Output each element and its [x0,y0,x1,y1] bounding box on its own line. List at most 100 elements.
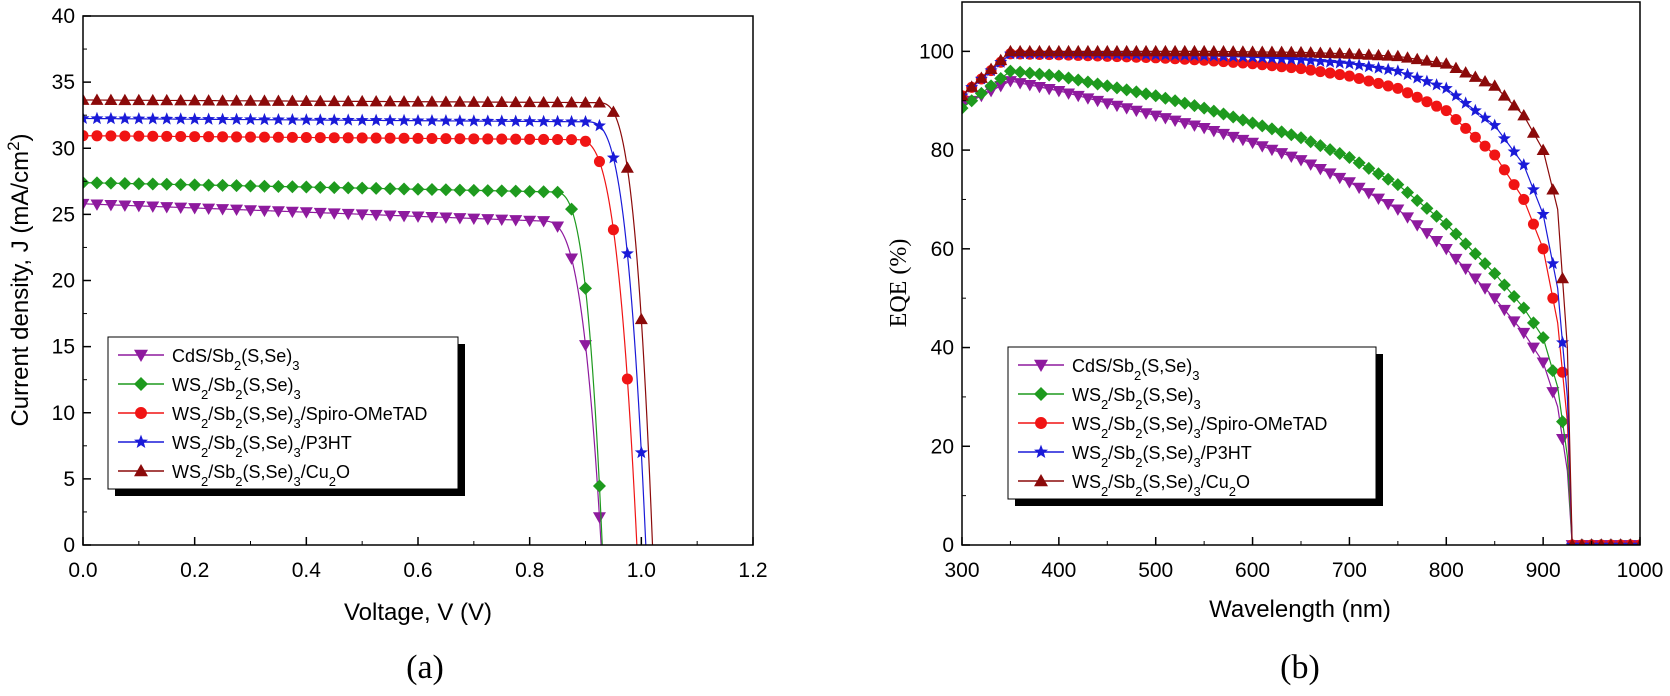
data-point-b [1294,131,1308,145]
data-point-b [1459,237,1473,251]
data-point-b [1439,57,1453,69]
data-point-b [1578,538,1586,545]
data-point-a [132,112,146,125]
data-point-b [994,81,1008,93]
data-point-a [174,112,188,125]
data-point-b [965,94,979,108]
data-point-b [1333,47,1347,59]
data-point-b [1304,159,1318,171]
data-point-b [1469,131,1481,143]
data-point-a [454,133,466,145]
data-point-b [1187,44,1201,57]
data-point-a [341,94,355,107]
data-point-b [1488,267,1502,280]
data-point-a [495,184,509,198]
data-point-b [1071,44,1085,57]
a-x-tick-label: 0.2 [180,559,209,582]
a-x-tick-label: 1.2 [738,559,767,582]
data-point-a [467,114,481,127]
data-point-b [974,86,988,100]
data-point-b [1042,68,1056,82]
data-point-a [272,131,284,143]
data-point-a [565,202,579,216]
data-point-a [579,135,592,147]
data-point-b [1110,100,1124,113]
data-point-a [174,202,188,214]
b-legend-label: WS2/Sb2(S,Se)3/Cu2O [1072,472,1250,499]
data-point-b [1459,263,1473,276]
data-point-b [1391,64,1405,77]
data-point-b [1536,357,1550,369]
data-point-b [1536,143,1550,155]
data-point-b [1304,135,1318,149]
data-point-b [1052,44,1066,57]
data-point-b [1284,52,1298,65]
data-point-a [118,111,132,125]
data-point-b [1168,44,1182,57]
chart-panel-a: CdS/Sb2(S,Se)3WS2/Sb2(S,Se)3WS2/Sb2(S,Se… [4,5,768,686]
data-point-a [566,134,578,146]
data-point-a [327,181,341,195]
b-x-tick-label: 600 [1235,559,1270,582]
b-x-tick-label: 300 [944,559,979,582]
data-point-b [1333,172,1347,185]
data-point-a [328,132,340,144]
data-point-a [83,93,90,105]
data-point-b [1459,96,1473,109]
data-point-b [1091,44,1105,57]
data-point-a [341,208,355,221]
data-point-b [1353,72,1365,85]
data-point-b [1381,49,1395,61]
data-point-b [984,62,998,75]
data-point-a [355,181,369,195]
data-point-b [1439,217,1453,231]
data-point-b [1333,56,1347,69]
data-point-b [1178,118,1192,130]
data-point-b [1197,44,1211,57]
data-point-a [216,112,230,125]
data-point-b [1468,103,1482,117]
data-point-a [244,179,257,193]
data-point-b [1265,144,1279,157]
data-point-a [160,202,174,214]
data-point-a [369,181,383,195]
data-point-b [1478,111,1492,124]
b-y-tick-label: 20 [931,435,954,458]
data-point-b [1517,109,1531,121]
data-point-a [244,131,257,143]
data-point-b [1158,91,1172,105]
data-point-b [1371,167,1385,181]
data-point-b [1556,415,1570,429]
data-point-b [1556,366,1569,378]
data-point-b [1139,87,1153,101]
y-axis-title-a-tail: ) [7,133,34,141]
data-point-b [1382,80,1394,92]
data-point-a [202,94,216,106]
data-point-b [1410,71,1424,84]
data-point-b [1178,96,1192,110]
chart-panel-b: CdS/Sb2(S,Se)3WS2/Sb2(S,Se)3WS2/Sb2(S,Se… [886,1,1663,686]
data-point-a [133,130,145,142]
data-point-a [257,205,271,218]
data-point-b [1295,63,1307,75]
data-point-b [1363,75,1375,87]
data-point-b [1032,82,1046,94]
data-point-a [397,95,411,107]
data-point-a [104,199,118,212]
data-point-b [965,80,979,92]
data-point-b [1371,48,1385,61]
data-point-b [1324,67,1336,79]
a-x-tick-label: 1.0 [627,559,656,582]
data-point-a [132,177,146,191]
data-point-b [1556,433,1570,446]
data-point-b [1497,131,1511,145]
data-point-b [1372,77,1385,89]
data-point-a [300,131,312,144]
data-point-a [425,183,439,197]
data-point-a [592,512,606,524]
data-point-a [384,132,396,144]
data-point-a [202,178,216,192]
data-point-a [314,132,326,144]
data-point-b [1478,257,1492,271]
data-point-b [1275,45,1289,58]
